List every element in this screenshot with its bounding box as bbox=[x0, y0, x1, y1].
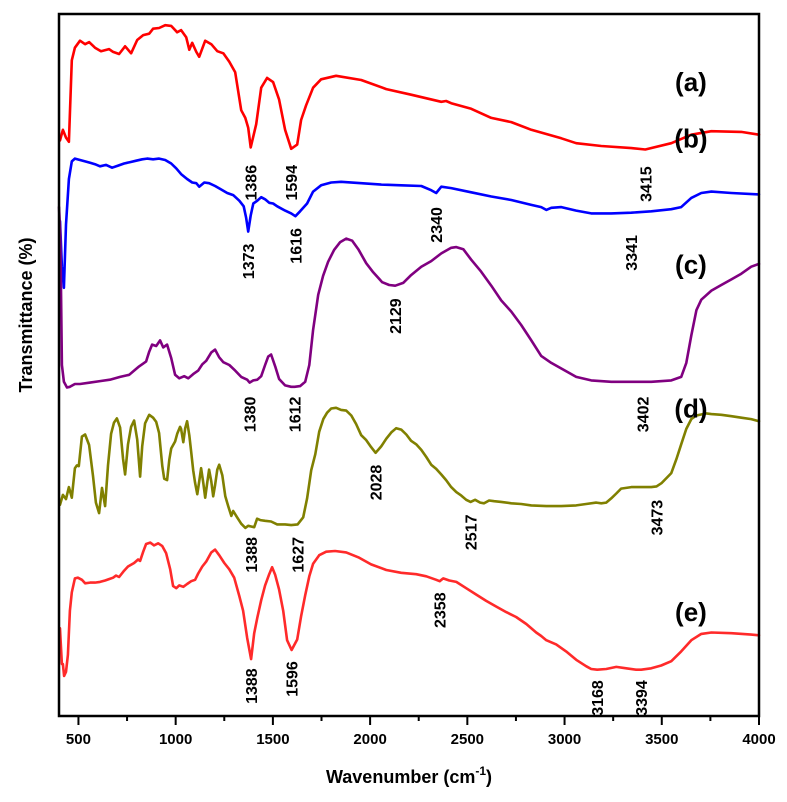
x-tick-label: 500 bbox=[66, 731, 91, 748]
x-tick-label: 4000 bbox=[742, 731, 775, 748]
x-axis-title: Wavenumber (cm-1) bbox=[326, 764, 492, 787]
series-line-a bbox=[58, 23, 761, 151]
x-tick-label: 2500 bbox=[451, 731, 484, 748]
peak-label: 1627 bbox=[291, 537, 308, 573]
series-line-b bbox=[58, 157, 761, 290]
peak-label: 1373 bbox=[241, 243, 258, 279]
peak-label: 1596 bbox=[285, 661, 302, 697]
series-tag-d: (d) bbox=[674, 394, 707, 424]
peak-label: 1386 bbox=[244, 165, 261, 201]
series-tag-c: (c) bbox=[675, 250, 707, 280]
peak-label: 3394 bbox=[634, 680, 651, 716]
peak-label: 1594 bbox=[284, 165, 301, 201]
x-tick-label: 1500 bbox=[256, 731, 289, 748]
x-tick-label: 3000 bbox=[548, 731, 581, 748]
series-tag-b: (b) bbox=[674, 123, 707, 153]
peak-label: 2340 bbox=[429, 207, 446, 243]
spectra-curves bbox=[57, 23, 761, 678]
series-line-e bbox=[58, 541, 761, 678]
series-line-d bbox=[58, 406, 761, 530]
peak-label: 2358 bbox=[433, 592, 450, 628]
peak-label: 2517 bbox=[464, 514, 481, 550]
peak-annotations: 1386 1594 3415 1373 1616 2340 3341 2129 1380 1612… bbox=[241, 165, 666, 716]
peak-label: 1612 bbox=[288, 396, 305, 432]
x-tick-label: 3500 bbox=[645, 731, 678, 748]
y-axis-title: Transmittance (%) bbox=[16, 237, 36, 392]
peak-label: 3168 bbox=[590, 680, 607, 716]
peak-label: 1388 bbox=[244, 537, 261, 573]
peak-label: 3402 bbox=[636, 396, 653, 432]
series-tag-e: (e) bbox=[675, 597, 707, 627]
x-tick-label: 2000 bbox=[353, 731, 386, 748]
series-tags: (a) (b) (c) (d) (e) bbox=[674, 67, 707, 627]
peak-label: 3415 bbox=[638, 166, 655, 202]
peak-label: 3473 bbox=[650, 500, 667, 536]
x-axis-ticks: 500 1000 1500 2000 2500 3000 3500 4000 bbox=[66, 716, 776, 748]
x-tick-label: 1000 bbox=[159, 731, 192, 748]
peak-label: 2129 bbox=[388, 298, 405, 334]
peak-label: 1380 bbox=[243, 396, 260, 432]
peak-label: 1388 bbox=[244, 668, 261, 704]
plot-frame bbox=[57, 12, 761, 718]
peak-label: 3341 bbox=[624, 235, 641, 271]
peak-label: 2028 bbox=[369, 465, 386, 501]
series-tag-a: (a) bbox=[675, 67, 707, 97]
peak-label: 1616 bbox=[288, 228, 305, 264]
series-line-c bbox=[57, 205, 761, 389]
